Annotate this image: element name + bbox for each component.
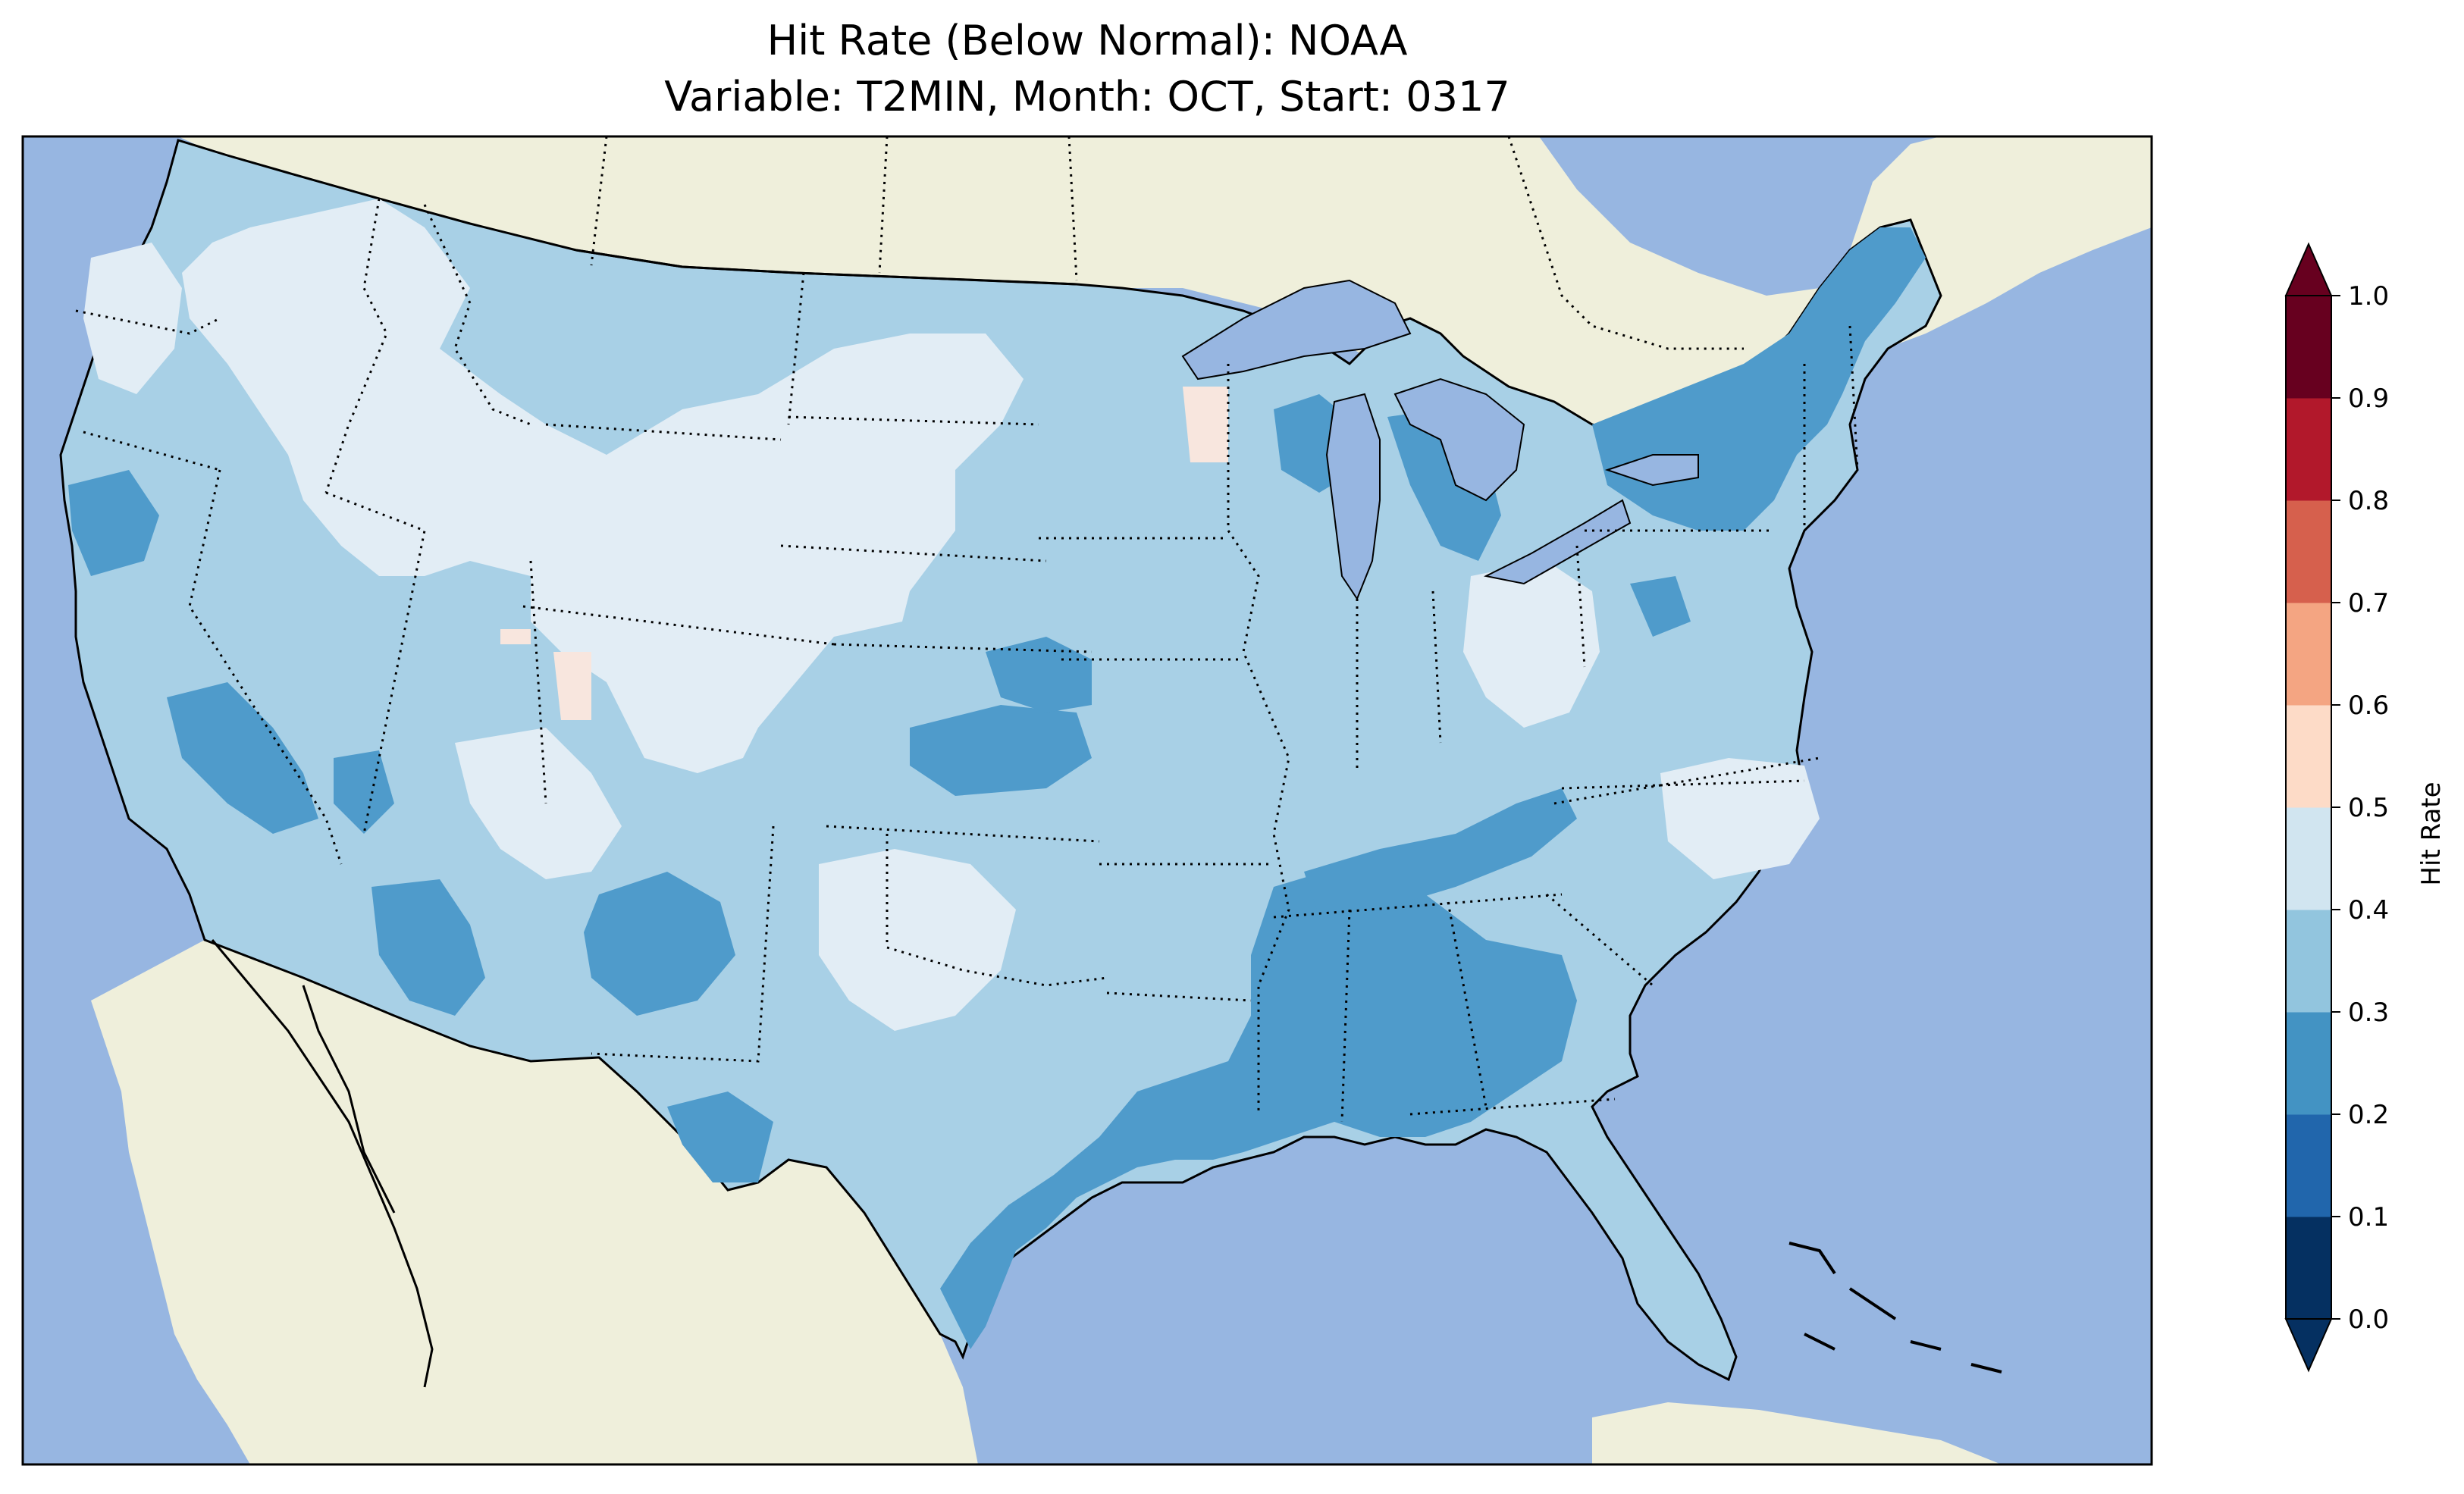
- border-ca-nv: [188, 469, 343, 865]
- colorbar-extend-max: [2284, 242, 2333, 296]
- lake-huron: [1393, 377, 1525, 502]
- coast-baja: [211, 939, 434, 1388]
- range-050-060: [500, 387, 1228, 720]
- colorbar-bin: [2286, 1217, 2331, 1320]
- land-canada: [178, 136, 2152, 599]
- land-baja: [212, 940, 432, 1387]
- colorbar-tick-label: 1.0: [2348, 281, 2389, 312]
- island-bahamas-5: [1804, 1333, 1835, 1351]
- colorbar-bin: [2286, 910, 2331, 1013]
- region-west-coast-north: [83, 243, 182, 394]
- colorbar-bin: [2286, 398, 2331, 501]
- border-nv-ut: [325, 491, 426, 835]
- islands: [1788, 1242, 2002, 1373]
- lake-superior: [1181, 279, 1412, 381]
- patch-utah: [553, 652, 591, 720]
- region-central-valley: [167, 682, 318, 834]
- colorbar-tick-label: 0.1: [2348, 1202, 2389, 1232]
- region-new-mexico: [584, 872, 735, 1016]
- border-ar-la: [1106, 991, 1252, 1002]
- border-sc-ga: [1546, 893, 1654, 987]
- colorbar-bin: [2286, 705, 2331, 808]
- border-ne-ks: [833, 643, 1092, 653]
- island-bahamas-1: [1788, 1242, 1836, 1275]
- state-borders: [75, 136, 1859, 1123]
- title-line-1: Hit Rate (Below Normal): NOAA: [767, 17, 1408, 64]
- coast-gulf-baja: [302, 985, 396, 1214]
- coast-us-canada: [575, 249, 1077, 286]
- colorbar-bin: [2286, 500, 2331, 603]
- region-tennessee: [1304, 788, 1577, 917]
- colorbar-tick-label: 0.4: [2348, 895, 2389, 926]
- colorbar-bin: [2286, 603, 2331, 706]
- island-bahamas-2: [1848, 1287, 1897, 1320]
- region-kansas: [910, 705, 1092, 796]
- patch-wisconsin: [1183, 387, 1228, 462]
- region-california-coast: [68, 470, 159, 576]
- border-mississippi: [1227, 364, 1290, 1114]
- border-mt-nd: [787, 272, 805, 425]
- region-west-texas: [667, 1092, 773, 1182]
- title-line-2: Variable: T2MIN, Month: OCT, Start: 0317: [664, 73, 1509, 121]
- region-pennsylvania: [1630, 576, 1691, 637]
- colorbar-label: Hit Rate: [2416, 781, 2447, 885]
- colorbar-tick-label: 0.0: [2348, 1305, 2389, 1335]
- range-040-050: [83, 199, 1820, 1031]
- border-ok-tx: [886, 834, 1108, 987]
- border-canada-seg-2: [878, 136, 889, 274]
- colorbar-extend-min: [2284, 1318, 2333, 1373]
- region-ohio-valley: [1463, 561, 1600, 728]
- colorbar-tick-label: 0.2: [2348, 1100, 2389, 1130]
- colorbar: 0.0 0.1 0.2 0.3 0.4 0.5 0.6 0.7 0.8 0.9 1.0: [2284, 242, 2389, 1373]
- colorbar-tick-label: 0.5: [2348, 793, 2389, 823]
- region-carolinas: [1660, 758, 1820, 879]
- map-frame: [21, 135, 2153, 1466]
- colorbar-tick-label: 0.3: [2348, 998, 2389, 1028]
- colorbar-bin: [2286, 296, 2331, 399]
- border-in-oh: [1431, 590, 1442, 744]
- colorbar-tick-label: 0.9: [2348, 384, 2389, 414]
- colorbar-tick-label: 0.8: [2348, 486, 2389, 516]
- island-bahamas-3: [1910, 1340, 1942, 1351]
- border-mt-wy: [545, 423, 782, 441]
- border-oh-pa: [1575, 545, 1586, 668]
- border-ky-tn: [1273, 893, 1563, 919]
- lake-michigan: [1325, 393, 1381, 601]
- coastlines: [211, 249, 1077, 1388]
- great-lakes: [1181, 279, 1699, 601]
- patch-utah-small: [500, 629, 531, 644]
- colorbar-bin: [2286, 807, 2331, 910]
- colorbar-tick-label: 0.6: [2348, 691, 2389, 721]
- region-arizona: [371, 879, 485, 1016]
- island-bahamas-4: [1970, 1363, 2002, 1373]
- border-tn-nc: [1561, 779, 1805, 790]
- border-wa-or: [75, 309, 221, 335]
- region-deep-south: [940, 864, 1577, 1349]
- region-southwest: [455, 728, 622, 879]
- colorbar-bin: [2286, 1012, 2331, 1115]
- border-sd-ne: [780, 544, 1047, 562]
- border-nm-tx: [591, 825, 775, 1063]
- border-vt-nh: [1848, 325, 1859, 471]
- map-panel: [23, 136, 2152, 1464]
- lake-erie: [1483, 499, 1632, 585]
- land-cuba: [1592, 1402, 2002, 1464]
- border-ut-co: [529, 560, 547, 804]
- border-canada-seg-3: [1067, 136, 1078, 281]
- region-nevada-south: [334, 750, 394, 834]
- border-ks-ok: [826, 825, 1100, 843]
- region-texas-center: [819, 849, 1016, 1031]
- region-west-interior: [182, 199, 1024, 773]
- border-ms-al: [1340, 909, 1351, 1123]
- colorbar-tick-label: 0.7: [2348, 588, 2389, 619]
- colorbar-bin: [2286, 1114, 2331, 1217]
- border-or-ca: [83, 431, 221, 471]
- lake-ontario: [1604, 454, 1699, 487]
- region-missouri-west: [986, 637, 1092, 713]
- border-canada-seg-1: [590, 136, 608, 266]
